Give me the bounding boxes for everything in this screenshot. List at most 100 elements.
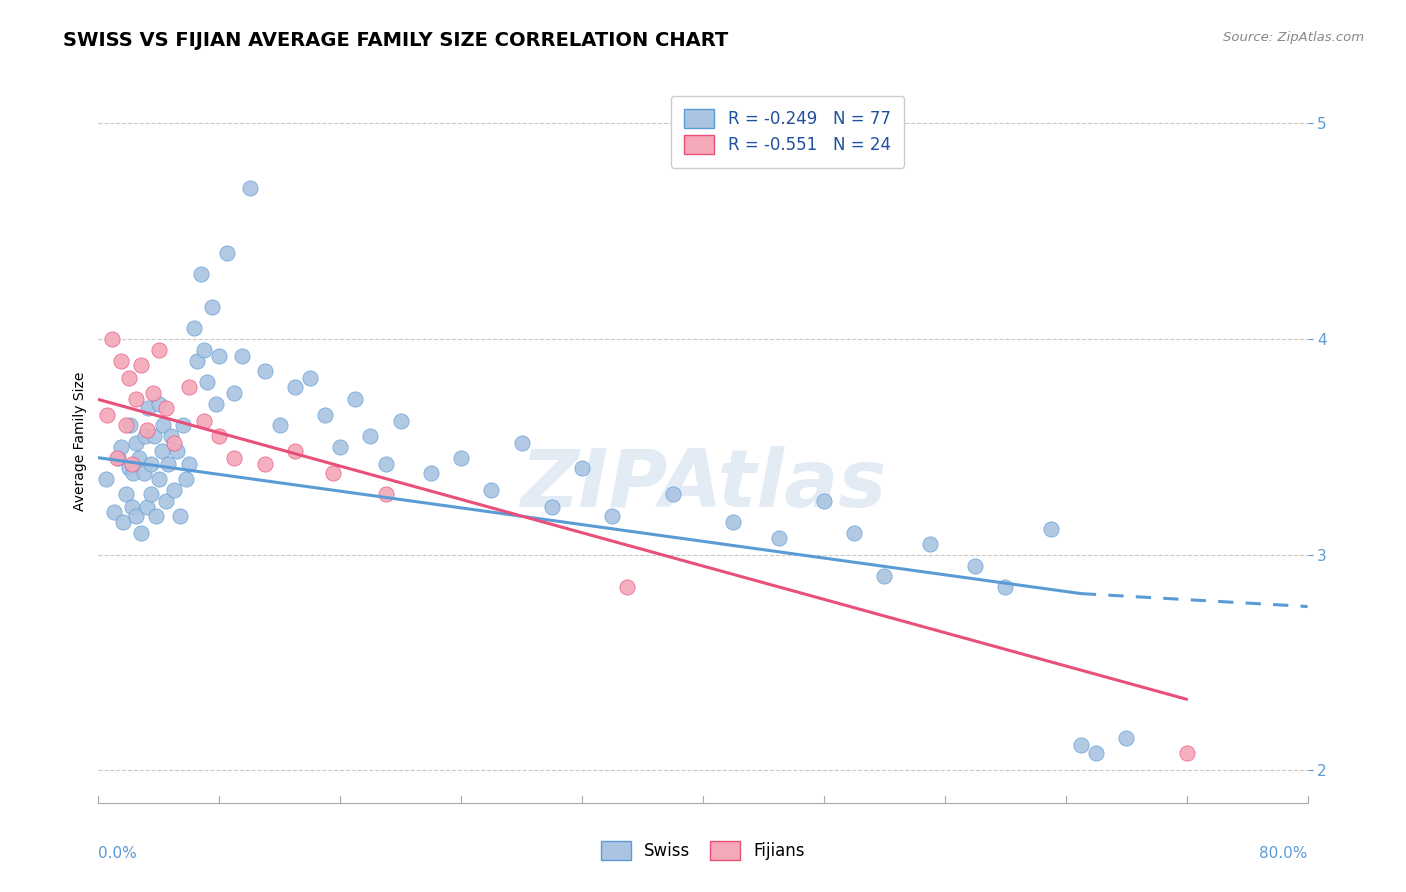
Point	[142, 386, 165, 401]
Point	[994, 580, 1017, 594]
Point	[141, 457, 163, 471]
Point	[314, 408, 336, 422]
Point	[141, 487, 163, 501]
Point	[1039, 522, 1062, 536]
Point	[208, 429, 231, 443]
Text: Source: ZipAtlas.com: Source: ZipAtlas.com	[1223, 31, 1364, 45]
Point	[540, 500, 562, 515]
Point	[510, 435, 533, 450]
Point	[132, 466, 155, 480]
Point	[195, 376, 218, 390]
Point	[389, 414, 412, 428]
Point	[125, 392, 148, 407]
Point	[1070, 738, 1092, 752]
Point	[450, 450, 472, 465]
Point	[96, 408, 118, 422]
Point	[179, 457, 201, 471]
Point	[121, 500, 143, 515]
Point	[205, 397, 228, 411]
Text: SWISS VS FIJIAN AVERAGE FAMILY SIZE CORRELATION CHART: SWISS VS FIJIAN AVERAGE FAMILY SIZE CORR…	[63, 31, 728, 50]
Point	[114, 487, 136, 501]
Point	[844, 526, 866, 541]
Point	[723, 516, 745, 530]
Point	[122, 466, 145, 480]
Point	[768, 531, 790, 545]
Point	[128, 450, 150, 465]
Point	[105, 450, 128, 465]
Point	[571, 461, 593, 475]
Point	[163, 483, 186, 497]
Point	[107, 450, 129, 465]
Point	[231, 349, 253, 363]
Point	[481, 483, 503, 497]
Point	[190, 268, 212, 282]
Point	[224, 386, 246, 401]
Point	[179, 379, 201, 393]
Point	[360, 429, 382, 443]
Point	[183, 321, 205, 335]
Point	[174, 472, 197, 486]
Point	[965, 558, 987, 573]
Point	[101, 332, 124, 346]
Point	[110, 353, 132, 368]
Point	[114, 418, 136, 433]
Point	[374, 487, 396, 501]
Point	[253, 364, 276, 378]
Point	[121, 457, 143, 471]
Y-axis label: Average Family Size: Average Family Size	[73, 372, 87, 511]
Point	[136, 401, 159, 416]
Point	[103, 505, 125, 519]
Point	[201, 300, 224, 314]
Point	[329, 440, 352, 454]
Legend: Swiss, Fijians: Swiss, Fijians	[595, 834, 811, 867]
Point	[156, 457, 179, 471]
Point	[344, 392, 367, 407]
Point	[152, 418, 174, 433]
Point	[322, 466, 344, 480]
Point	[873, 569, 896, 583]
Point	[193, 343, 215, 357]
Point	[918, 537, 941, 551]
Text: 0.0%: 0.0%	[98, 847, 138, 861]
Point	[186, 353, 208, 368]
Point	[813, 493, 835, 508]
Point	[661, 487, 683, 501]
Point	[269, 418, 291, 433]
Point	[284, 444, 307, 458]
Point	[125, 435, 148, 450]
Point	[143, 429, 166, 443]
Point	[135, 423, 157, 437]
Text: ZIPAtlas: ZIPAtlas	[520, 446, 886, 524]
Point	[169, 508, 191, 523]
Point	[160, 429, 183, 443]
Point	[253, 457, 276, 471]
Point	[118, 371, 141, 385]
Point	[148, 472, 170, 486]
Point	[166, 444, 188, 458]
Point	[215, 245, 238, 260]
Point	[239, 181, 262, 195]
Point	[224, 450, 246, 465]
Point	[299, 371, 322, 385]
Text: 80.0%: 80.0%	[1260, 847, 1308, 861]
Point	[120, 418, 142, 433]
Point	[163, 435, 186, 450]
Point	[111, 516, 134, 530]
Point	[94, 472, 117, 486]
Point	[374, 457, 396, 471]
Point	[193, 414, 215, 428]
Point	[420, 466, 443, 480]
Point	[129, 358, 152, 372]
Point	[155, 493, 177, 508]
Point	[1115, 731, 1137, 745]
Point	[125, 508, 148, 523]
Point	[284, 379, 307, 393]
Point	[1085, 746, 1108, 760]
Point	[150, 444, 173, 458]
Point	[1175, 746, 1198, 760]
Point	[602, 508, 624, 523]
Point	[135, 500, 157, 515]
Point	[145, 508, 167, 523]
Point	[110, 440, 132, 454]
Point	[134, 429, 156, 443]
